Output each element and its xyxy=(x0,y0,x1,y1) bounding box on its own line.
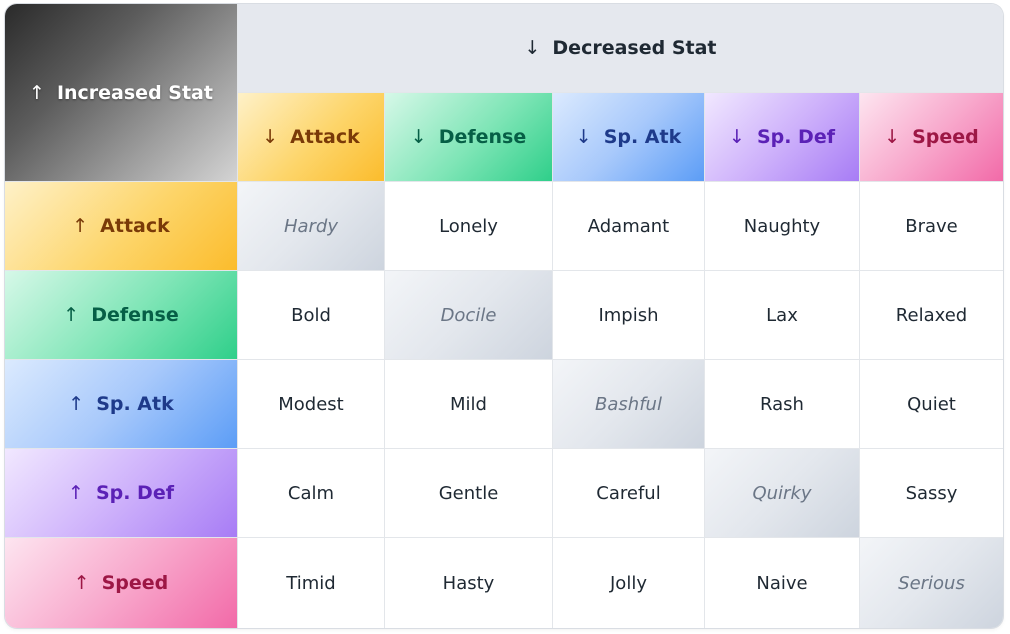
column-header-label: Speed xyxy=(912,126,979,148)
down-arrow-icon: ↓ xyxy=(410,126,427,148)
down-arrow-icon: ↓ xyxy=(575,126,592,148)
nature-cell: Adamant xyxy=(553,182,705,271)
nature-cell: Jolly xyxy=(553,538,705,628)
nature-cell-neutral: Docile xyxy=(385,271,553,360)
up-arrow-icon: ↑ xyxy=(68,393,85,415)
nature-cell-neutral: Bashful xyxy=(553,360,705,449)
row-header-defense: ↑ Defense xyxy=(5,271,238,360)
row-header-sp-atk: ↑ Sp. Atk xyxy=(5,360,238,449)
nature-cell: Impish xyxy=(553,271,705,360)
nature-cell-neutral: Quirky xyxy=(705,449,860,538)
down-arrow-icon: ↓ xyxy=(729,126,745,148)
nature-cell: Rash xyxy=(705,360,860,449)
column-header-label: Defense xyxy=(438,126,527,148)
column-header-speed: ↓ Speed xyxy=(860,93,1003,182)
row-header-sp-def: ↑ Sp. Def xyxy=(5,449,238,538)
column-header-label: Attack xyxy=(290,126,360,148)
column-header-defense: ↓ Defense xyxy=(385,93,553,182)
nature-table: ↑ Increased Stat ↓ Decreased Stat ↓ Atta… xyxy=(5,4,1003,628)
nature-cell: Gentle xyxy=(385,449,553,538)
nature-cell: Brave xyxy=(860,182,1003,271)
nature-cell: Hasty xyxy=(385,538,553,628)
up-arrow-icon: ↑ xyxy=(73,572,90,594)
nature-cell: Sassy xyxy=(860,449,1003,538)
decreased-stat-header: ↓ Decreased Stat xyxy=(238,4,1003,93)
row-header-label: Defense xyxy=(91,304,179,326)
nature-cell: Naive xyxy=(705,538,860,628)
nature-cell: Calm xyxy=(238,449,385,538)
down-arrow-icon: ↓ xyxy=(524,37,541,59)
nature-cell: Quiet xyxy=(860,360,1003,449)
down-arrow-icon: ↓ xyxy=(262,126,279,148)
down-arrow-icon: ↓ xyxy=(884,126,901,148)
nature-cell: Modest xyxy=(238,360,385,449)
up-arrow-icon: ↑ xyxy=(72,215,89,237)
up-arrow-icon: ↑ xyxy=(68,482,84,504)
nature-cell-neutral: Hardy xyxy=(238,182,385,271)
nature-cell: Careful xyxy=(553,449,705,538)
row-header-attack: ↑ Attack xyxy=(5,182,238,271)
column-header-attack: ↓ Attack xyxy=(238,93,385,182)
nature-cell: Lax xyxy=(705,271,860,360)
nature-cell-neutral: Serious xyxy=(860,538,1003,628)
increased-stat-label: Increased Stat xyxy=(56,81,213,104)
nature-cell: Lonely xyxy=(385,182,553,271)
up-arrow-icon: ↑ xyxy=(29,81,45,104)
decreased-stat-label: Decreased Stat xyxy=(552,37,717,59)
increased-stat-header: ↑ Increased Stat xyxy=(5,4,238,182)
nature-cell: Timid xyxy=(238,538,385,628)
column-header-sp-def: ↓ Sp. Def xyxy=(705,93,860,182)
row-header-label: Sp. Atk xyxy=(96,393,174,415)
row-header-label: Attack xyxy=(100,215,170,237)
row-header-label: Sp. Def xyxy=(95,482,174,504)
nature-cell: Relaxed xyxy=(860,271,1003,360)
column-header-label: Sp. Def xyxy=(756,126,835,148)
nature-cell: Bold xyxy=(238,271,385,360)
up-arrow-icon: ↑ xyxy=(63,304,80,326)
row-header-label: Speed xyxy=(101,572,169,594)
nature-cell: Mild xyxy=(385,360,553,449)
column-header-sp-atk: ↓ Sp. Atk xyxy=(553,93,705,182)
nature-cell: Naughty xyxy=(705,182,860,271)
column-header-label: Sp. Atk xyxy=(603,126,682,148)
row-header-speed: ↑ Speed xyxy=(5,538,238,628)
